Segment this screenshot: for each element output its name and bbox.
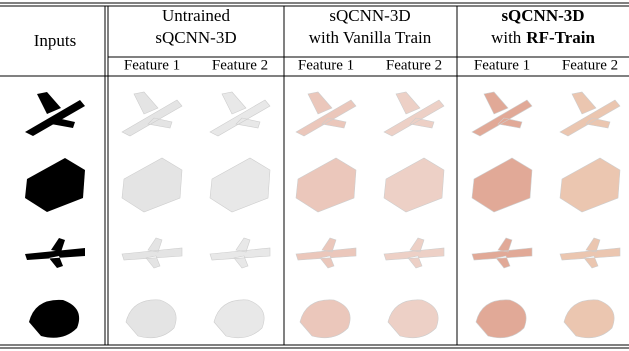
group-header: sQCNN-3D — [155, 28, 236, 47]
group-header-part: with — [491, 28, 522, 47]
input-thumbnail — [29, 300, 79, 338]
feature-thumbnail — [122, 238, 182, 268]
feature-thumbnail — [210, 158, 270, 212]
feature-thumbnail — [388, 300, 438, 338]
feature-thumbnail — [296, 158, 356, 212]
feature-thumbnail — [210, 238, 270, 268]
feature-thumbnail — [560, 92, 620, 136]
feature-thumbnail — [214, 300, 264, 338]
feature-label: Feature 1 — [474, 57, 530, 73]
feature-thumbnail — [472, 92, 532, 136]
feature-label: Feature 2 — [562, 57, 618, 73]
feature-label: Feature 1 — [124, 57, 180, 73]
feature-thumbnail — [476, 300, 526, 338]
input-thumbnail — [25, 238, 85, 268]
feature-label: Feature 2 — [386, 57, 442, 73]
feature-thumbnail — [564, 300, 614, 338]
feature-thumbnail — [296, 92, 356, 136]
input-thumbnail — [25, 92, 85, 136]
feature-thumbnail — [560, 158, 620, 212]
group-header-part: sQCNN-3D — [501, 6, 584, 25]
group-header: with Vanilla Train — [309, 28, 432, 47]
feature-label: Feature 2 — [212, 57, 268, 73]
group-header: Untrained — [162, 6, 230, 25]
group-header-part: sQCNN-3D — [155, 28, 236, 47]
group-header: sQCNN-3D — [501, 6, 584, 25]
group-header: sQCNN-3D — [329, 6, 410, 25]
group-header-part: sQCNN-3D — [329, 6, 410, 25]
feature-thumbnail — [472, 238, 532, 268]
feature-thumbnail — [122, 158, 182, 212]
feature-thumbnail — [300, 300, 350, 338]
feature-thumbnail — [122, 92, 182, 136]
input-thumbnail — [25, 158, 85, 212]
feature-thumbnail — [296, 238, 356, 268]
feature-thumbnail — [384, 92, 444, 136]
group-header-part: with Vanilla Train — [309, 28, 432, 47]
group-header-part: RF-Train — [526, 28, 595, 47]
feature-thumbnail — [384, 238, 444, 268]
feature-thumbnail — [384, 158, 444, 212]
feature-thumbnail — [472, 158, 532, 212]
feature-thumbnail — [126, 300, 176, 338]
inputs-header: Inputs — [34, 31, 77, 50]
feature-label: Feature 1 — [298, 57, 354, 73]
feature-thumbnail — [210, 92, 270, 136]
group-header-part: Untrained — [162, 6, 230, 25]
figure-table: Inputs Untrained sQCNN-3D Feature 1 Feature … — [0, 0, 629, 351]
feature-thumbnail — [560, 238, 620, 268]
